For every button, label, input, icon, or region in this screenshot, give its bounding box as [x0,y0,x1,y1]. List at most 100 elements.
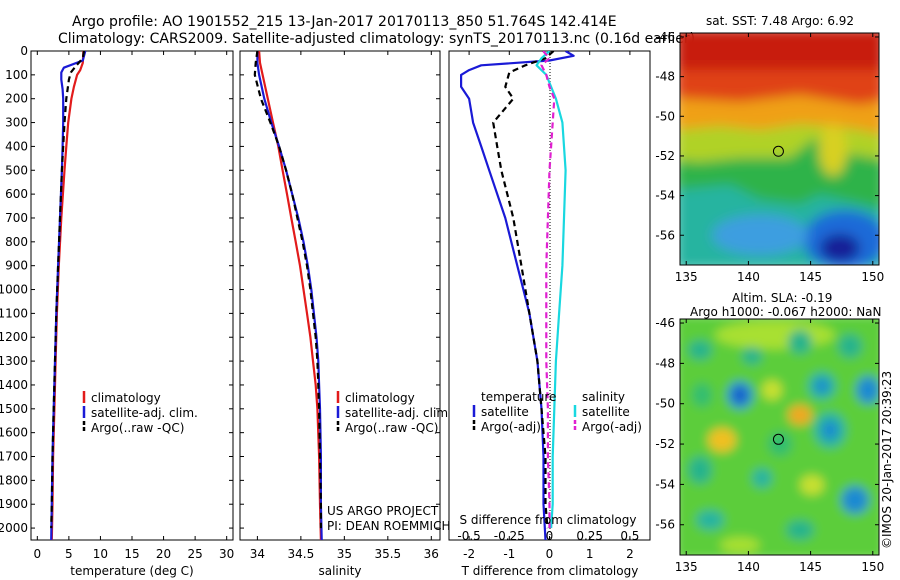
sst-map-y-axis: -46 -48 -50 -52 -54 -56 [655,30,879,242]
secondary-tick-label: 0.25 [576,529,603,543]
salinity-y-axis [240,50,440,529]
header-line1: Argo profile: AO 1901552_215 13-Jan-2017… [72,14,617,30]
secondary-tick-label: -0.25 [494,529,525,543]
temperature-x-axis: 0 5 10 15 20 25 30 [33,51,234,561]
salinity-legend-argo: Argo(..raw -QC) [345,421,438,435]
sla-map-credit: ©IMOS 20-Jan-2017 20:39:23 [880,371,894,549]
y-tick-label: 1700 [0,450,28,464]
series-line-salinity-argo-adj [540,51,556,529]
x-tick-label: 15 [124,547,139,561]
sla-map-title: Altim. SLA: -0.19 [732,291,832,305]
sla-map-panel: Altim. SLA: -0.19 Argo h1000: -0.067 h20… [655,291,894,574]
difference-x-axis: -2 -1 0 1 2 [463,51,634,561]
map-y-tick-label: -52 [655,437,675,451]
y-tick-label: 1400 [0,378,28,392]
salinity-annotation-pi: PI: DEAN ROEMMICH [327,519,450,533]
difference-legend-salinity-title: salinity [582,390,625,404]
y-tick-label: 1000 [0,283,28,297]
difference-legend-temp-argo: Argo(-adj) [481,420,541,434]
sst-map-panel: sat. SST: 7.48 Argo: 6.92 -46 -48 -50 -52 -5… [655,14,884,284]
temperature-legend-argo: Argo(..raw -QC) [91,421,184,435]
sla-map-image [680,319,879,555]
x-tick-label: 34 [250,547,265,561]
x-tick-label: 35.5 [374,547,401,561]
map-x-tick-label: 150 [861,560,884,574]
x-tick-label: 0 [546,547,554,561]
x-tick-label: 5 [65,547,73,561]
x-tick-label: 0 [33,547,41,561]
difference-legend-temperature-title: temperature [481,390,556,404]
salinity-legend-satellite: satellite-adj. clim. [345,406,452,420]
sla-map-y-axis: -46 -48 -50 -52 -54 -56 [655,316,879,532]
x-tick-label: 1 [586,547,594,561]
y-tick-label: 800 [5,235,28,249]
y-tick-label: 1200 [0,330,28,344]
temperature-series [50,51,87,540]
difference-xlabel: T difference from climatology [461,564,639,578]
map-y-tick-label: -50 [655,397,675,411]
difference-panel: -2 -1 0 1 2 -0.5 -0.25 0 0.25 0.5 T difference f… [448,50,651,578]
salinity-legend-climatology: climatology [345,391,415,405]
x-tick-label: 2 [626,547,634,561]
map-x-tick-label: 135 [675,560,698,574]
difference-legend-temp-satellite: satellite [481,405,529,419]
difference-legend-sal-argo: Argo(-adj) [582,420,642,434]
temperature-legend: climatology satellite-adj. clim. Argo(..… [82,391,198,435]
difference-secondary-axis: -0.5 -0.25 0 0.25 0.5 [457,529,639,543]
temperature-legend-satellite: satellite-adj. clim. [91,406,198,420]
x-tick-label: 25 [187,547,202,561]
secondary-tick-label: 0.5 [620,529,639,543]
difference-series [460,51,575,540]
series-line-salinity-satellite [535,51,567,529]
difference-legend-sal-satellite: satellite [582,405,630,419]
difference-legend: temperature satellite Argo(-adj) salinit… [472,390,642,434]
difference-secondary-label: S difference from climatology [460,513,637,527]
sla-argo-marker [772,433,784,445]
salinity-legend: climatology satellite-adj. clim. Argo(..… [336,391,452,435]
temperature-xlabel: temperature (deg C) [70,564,193,578]
map-x-tick-label: 140 [737,560,760,574]
series-line-temperature-argo-adj [492,51,555,529]
secondary-tick-label: -0.5 [457,529,480,543]
y-tick-label: 1500 [0,402,28,416]
x-tick-label: 35 [337,547,352,561]
salinity-series [253,51,323,540]
temperature-y-axis: 0 100 200 300 400 500 600 700 800 900 1000 1100 1200… [0,44,233,535]
y-tick-label: 0 [20,44,28,58]
temperature-legend-climatology: climatology [91,391,161,405]
series-line-climatology [258,51,322,540]
map-y-tick-label: -54 [655,477,675,491]
x-tick-label: 34.5 [288,547,315,561]
sst-map-x-axis: 135 140 145 150 [675,33,884,284]
sst-map-title: sat. SST: 7.48 Argo: 6.92 [706,14,854,28]
y-tick-label: 1300 [0,354,28,368]
y-tick-label: 300 [5,116,28,130]
map-y-tick-label: -46 [655,316,675,330]
x-tick-label: 36 [424,547,439,561]
sla-map-subtitle: Argo h1000: -0.067 h2000: NaN [690,305,882,319]
temperature-plot-frame [30,50,234,541]
salinity-x-axis: 34 34.5 35 35.5 36 [250,51,439,561]
map-y-tick-label: -56 [655,228,675,242]
map-y-tick-label: -48 [655,70,675,84]
map-y-tick-label: -54 [655,189,675,203]
salinity-annotation-project: US ARGO PROJECT [327,504,439,518]
series-line-argo-raw-qc [50,51,86,529]
y-tick-label: 200 [5,92,28,106]
y-tick-label: 1600 [0,426,28,440]
temperature-panel: 0100200300400500600700800900100011001200… [0,44,234,578]
series-line-argo-raw-qc [253,51,322,529]
map-y-tick-label: -48 [655,356,675,370]
y-tick-label: 1800 [0,473,28,487]
map-y-tick-label: -46 [655,30,675,44]
salinity-xlabel: salinity [318,564,361,578]
map-y-tick-label: -52 [655,149,675,163]
map-x-tick-label: 135 [675,270,698,284]
y-tick-label: 1100 [0,306,28,320]
y-tick-label: 2000 [0,521,28,535]
y-tick-label: 100 [5,68,28,82]
y-tick-label: 700 [5,211,28,225]
x-tick-label: -1 [503,547,515,561]
sla-map-x-axis: 135 140 145 150 [675,319,884,574]
